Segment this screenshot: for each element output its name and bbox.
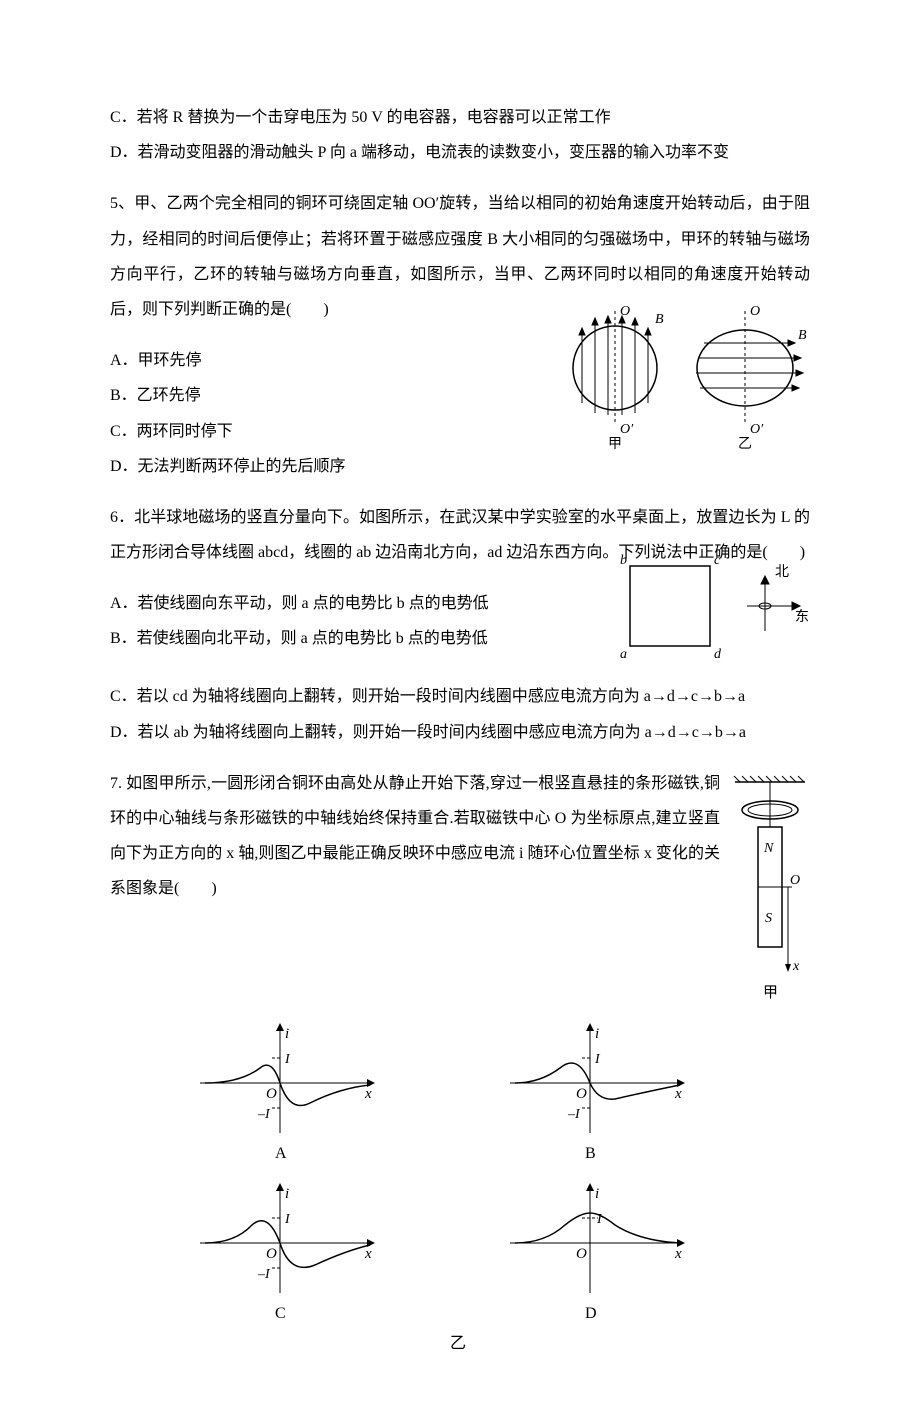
q4-option-c: C．若将 R 替换为一个击穿电压为 50 V 的电容器，电容器可以正常工作 [110,100,810,135]
q7-jia-svg: N S O x 甲 [730,772,810,1002]
q7-b-i: i [595,1026,599,1042]
q7-b-label: B [585,1145,596,1162]
q7-a-label: A [275,1145,287,1162]
q5-jia-O2-label: O′ [620,422,634,437]
q5-figure: O O′ B 甲 O O′ B 乙 [560,303,810,466]
q7-b-O: O [576,1086,587,1102]
q5-optc-text: C．两环同时停下 [110,423,233,440]
q7-d-I: I [596,1212,603,1227]
q5-opta-text: A．甲环先停 [110,352,202,369]
q6-optb-text: B．若使线圈向北平动，则 a 点的电势比 b 点的电势低 [110,630,488,647]
q6-option-d: D．若以 ab 为轴将线圈向上翻转，则开始一段时间内线圈中感应电流方向为 a→d… [110,715,810,750]
q7-jia-label: 甲 [763,985,778,1001]
q7-figure-options: i x O I –I A i x O I –I B [110,1023,810,1366]
q5-jia-label: 甲 [608,437,622,452]
q6-east-label: 东 [795,609,809,625]
q5-jia-O-label: O [620,304,630,319]
q5-yi-group: O O′ B 乙 [696,304,807,452]
q7-figure-jia: N S O x 甲 [730,772,810,1015]
q6-a-label: a [620,647,627,662]
q5-yi-B-label: B [798,328,807,343]
q7-a-i: i [285,1026,289,1042]
q4-optc-text: C．若将 R 替换为一个击穿电压为 50 V 的电容器，电容器可以正常工作 [110,109,611,126]
q7-a-mI: –I [257,1107,271,1122]
q7-c-O: O [266,1246,277,1262]
q7-a-I: I [284,1052,291,1067]
q7-graph-b: i x O I –I B [510,1023,685,1162]
q5-optb-text: B．乙环先停 [110,387,201,404]
q7-stem: 7. 如图甲所示,一圆形闭合铜环由高处从静止开始下落,穿过一根竖直悬挂的条形磁铁… [110,766,810,907]
q7-graph-c: i x O I –I C [200,1183,375,1322]
q6-block: 6．北半球地磁场的竖直分量向下。如图所示，在武汉某中学实验室的水平桌面上，放置边… [110,500,810,750]
q7-d-label: D [585,1305,597,1322]
q7-S-label: S [765,911,772,926]
q5-optd-text: D．无法判断两环停止的先后顺序 [110,458,346,475]
q4-optd-text: D．若滑动变阻器的滑动触头 P 向 a 端移动，电流表的读数变小，变压器的输入功… [110,144,729,161]
q7-block: N S O x 甲 7. 如图甲所示,一圆形闭合铜环由高处从静止开始下落,穿过一… [110,766,810,1366]
q6-stem-text: 6．北半球地磁场的竖直分量向下。如图所示，在武汉某中学实验室的水平桌面上，放置边… [110,509,810,561]
q4-option-d: D．若滑动变阻器的滑动触头 P 向 a 端移动，电流表的读数变小，变压器的输入功… [110,135,810,170]
q7-graph-d: i x O I D [510,1183,685,1322]
q5-yi-O-label: O [750,304,760,319]
q7-c-i: i [285,1186,289,1202]
q7-graph-a: i x O I –I A [200,1023,375,1162]
q7-c-label: C [275,1305,286,1322]
q6-stem: 6．北半球地磁场的竖直分量向下。如图所示，在武汉某中学实验室的水平桌面上，放置边… [110,500,810,570]
q6-optd-text: D．若以 ab 为轴将线圈向上翻转，则开始一段时间内线圈中感应电流方向为 a→d… [110,724,746,741]
q5-jia-B-label: B [655,312,664,327]
q6-opta-text: A．若使线圈向东平动，则 a 点的电势比 b 点的电势低 [110,595,489,612]
q7-d-x: x [674,1246,682,1262]
q7-d-i: i [595,1186,599,1202]
q7-b-I: I [594,1052,601,1067]
q5-svg: O O′ B 甲 O O′ B 乙 [560,303,810,453]
q7-c-x: x [364,1246,372,1262]
q6-d-label: d [714,647,722,662]
q7-N-label: N [763,841,774,856]
q6-optc-text: C．若以 cd 为轴将线圈向上翻转，则开始一段时间内线圈中感应电流方向为 a→d… [110,688,745,705]
q5-stem-text: 5、甲、乙两个完全相同的铜环可绕固定轴 OO′旋转，当给以相同的初始角速度开始转… [110,195,810,318]
q7-c-mI: –I [257,1267,271,1282]
q5-jia-group: O O′ B 甲 [573,304,664,452]
q7-x-label: x [792,959,800,974]
q5-yi-O2-label: O′ [750,422,764,437]
q5-block: 5、甲、乙两个完全相同的铜环可绕固定轴 OO′旋转，当给以相同的初始角速度开始转… [110,186,810,484]
q7-d-O: O [576,1246,587,1262]
q5-yi-label: 乙 [738,436,752,452]
q7-a-x: x [364,1086,372,1102]
q7-options-svg: i x O I –I A i x O I –I B [150,1023,770,1353]
q7-b-mI: –I [567,1107,581,1122]
q7-yi-label: 乙 [450,1335,466,1352]
q7-a-O: O [266,1086,277,1102]
q7-c-I: I [284,1212,291,1227]
q7-b-x: x [674,1086,682,1102]
q6-option-c: C．若以 cd 为轴将线圈向上翻转，则开始一段时间内线圈中感应电流方向为 a→d… [110,679,810,714]
q7-O-label: O [790,873,800,888]
q7-stem-text: 7. 如图甲所示,一圆形闭合铜环由高处从静止开始下落,穿过一根竖直悬挂的条形磁铁… [110,775,720,898]
